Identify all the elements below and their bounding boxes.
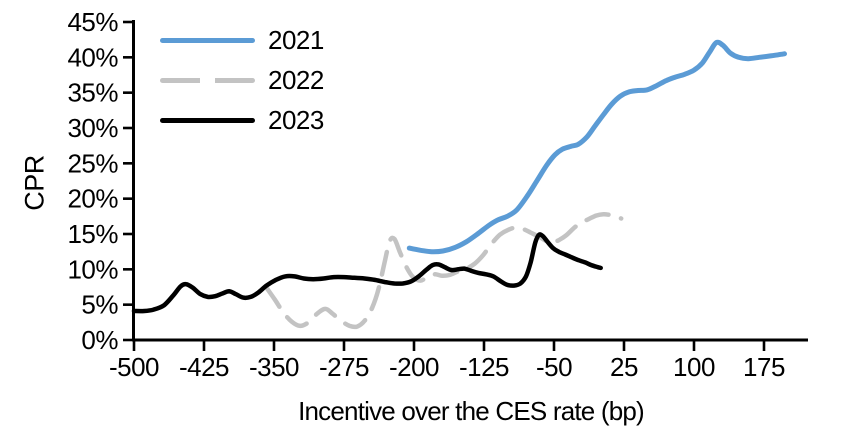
y-tick-label-15: 15% [67,219,118,249]
legend-label-2022: 2022 [268,65,324,95]
x-tick-label--125: -125 [459,352,509,382]
legend-line-2022 [160,78,255,83]
x-tick-label-25: 25 [610,352,638,382]
series-line-2021 [406,39,787,255]
series-line-2022 [264,211,624,330]
legend-item-2023: 2023 [160,107,324,134]
x-tick-label-175: 175 [743,352,785,382]
y-tick-label-20: 20% [67,184,118,214]
legend-item-2022: 2022 [160,67,324,94]
y-tick-label-10: 10% [67,254,118,284]
legend-item-2021: 2021 [160,27,324,54]
y-tick-label-5: 5% [81,290,118,320]
legend-label-2021: 2021 [268,25,324,55]
x-tick-label-100: 100 [673,352,715,382]
x-axis-title: Incentive over the CES rate (bp) [298,396,645,426]
x-tick-label--50: -50 [536,352,572,382]
x-tick-label--275: -275 [319,352,369,382]
y-tick-label-0: 0% [81,325,118,355]
y-tick-label-35: 35% [67,78,118,108]
x-tick-label--425: -425 [179,352,229,382]
x-tick-label--500: -500 [109,352,159,382]
y-tick-label-25: 25% [67,148,118,178]
y-tick-label-30: 30% [67,113,118,143]
legend: 2021 2022 2023 [160,27,324,134]
legend-label-2023: 2023 [268,105,324,135]
legend-line-2023 [160,118,255,123]
x-tick-label--200: -200 [389,352,439,382]
x-tick-label--350: -350 [249,352,299,382]
legend-line-2021 [160,38,255,43]
y-tick-label-45: 45% [67,7,118,37]
y-axis-title: CPR [19,155,50,211]
series-line-2023 [131,232,603,314]
y-tick-label-40: 40% [67,42,118,72]
